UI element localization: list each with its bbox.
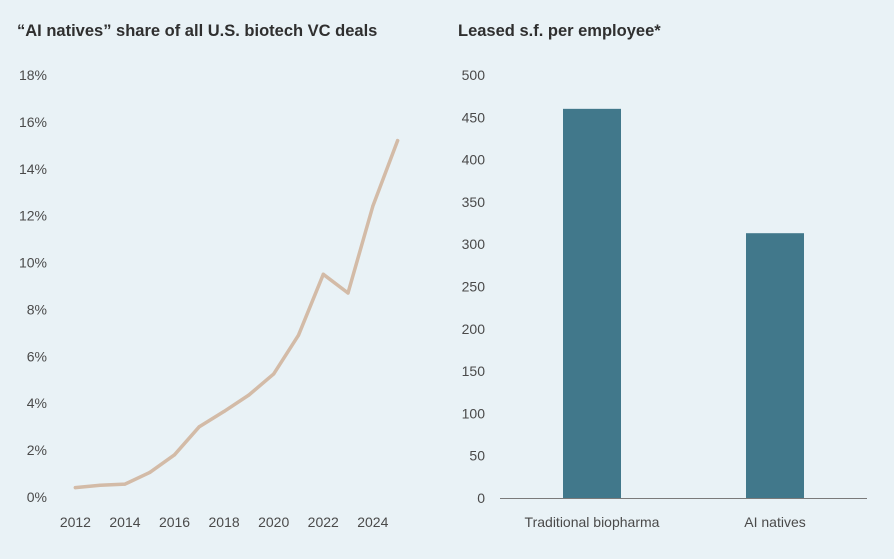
data-point [222,409,226,414]
data-point [123,482,127,486]
y-tick-label: 500 [462,67,486,83]
y-tick-label: 4% [27,395,47,411]
data-point [321,272,325,276]
x-tick-label: 2024 [357,514,388,530]
data-point [296,333,301,337]
y-tick-label: 6% [27,348,47,364]
y-tick-label: 450 [462,109,486,125]
y-tick-label: 50 [469,448,485,464]
x-tick-label: 2022 [308,514,339,530]
line-chart-panel: “AI natives” share of all U.S. biotech V… [0,0,440,559]
y-tick-label: 150 [462,363,486,379]
y-tick-label: 300 [462,236,486,252]
data-point [172,453,177,457]
bar-chart: 0 50 100 150 200 250 300 350 400 450 500 Traditiona… [462,67,867,530]
x-tick-label: 2014 [109,514,140,530]
y-tick-label: 250 [462,279,486,295]
category-label: AI natives [744,514,805,530]
bar-chart-panel: Leased s.f. per employee* 0 50 100 150 200 25… [445,0,894,559]
x-tick-label: 2012 [60,514,91,530]
data-point [371,204,375,208]
y-tick-label: 400 [462,152,486,168]
x-tick-label: 2018 [209,514,240,530]
bar-chart-title: Leased s.f. per employee* [458,22,661,40]
x-tick-label: 2020 [258,514,289,530]
y-tick-label: 16% [19,114,47,130]
data-point [197,425,201,429]
y-tick-label: 200 [462,321,486,337]
y-tick-label: 14% [19,161,47,177]
y-tick-label: 100 [462,405,486,421]
y-tick-label: 8% [27,301,47,317]
category-label: Traditional biopharma [525,514,660,530]
y-tick-label: 0% [27,489,47,505]
data-point [346,291,350,295]
data-point [396,139,400,143]
y-tick-label: 0 [477,490,485,506]
y-tick-label: 10% [19,255,47,271]
line-chart: 0% 2% 4% 6% 8% 10% 12% 14% 16% 18% 2012 2014 2016 201… [19,67,400,530]
y-tick-label: 350 [462,194,486,210]
y-tick-label: 12% [19,208,47,224]
line-chart-title: “AI natives” share of all U.S. biotech V… [17,22,378,40]
y-tick-label: 2% [27,442,47,458]
data-point [73,486,77,490]
x-tick-label: 2016 [159,514,190,530]
series-line [73,138,400,490]
data-point [247,393,251,397]
data-point [98,483,102,487]
bar [746,233,804,498]
data-point [272,372,276,376]
y-tick-label: 18% [19,67,47,83]
data-point [148,470,152,474]
bar [563,108,621,498]
